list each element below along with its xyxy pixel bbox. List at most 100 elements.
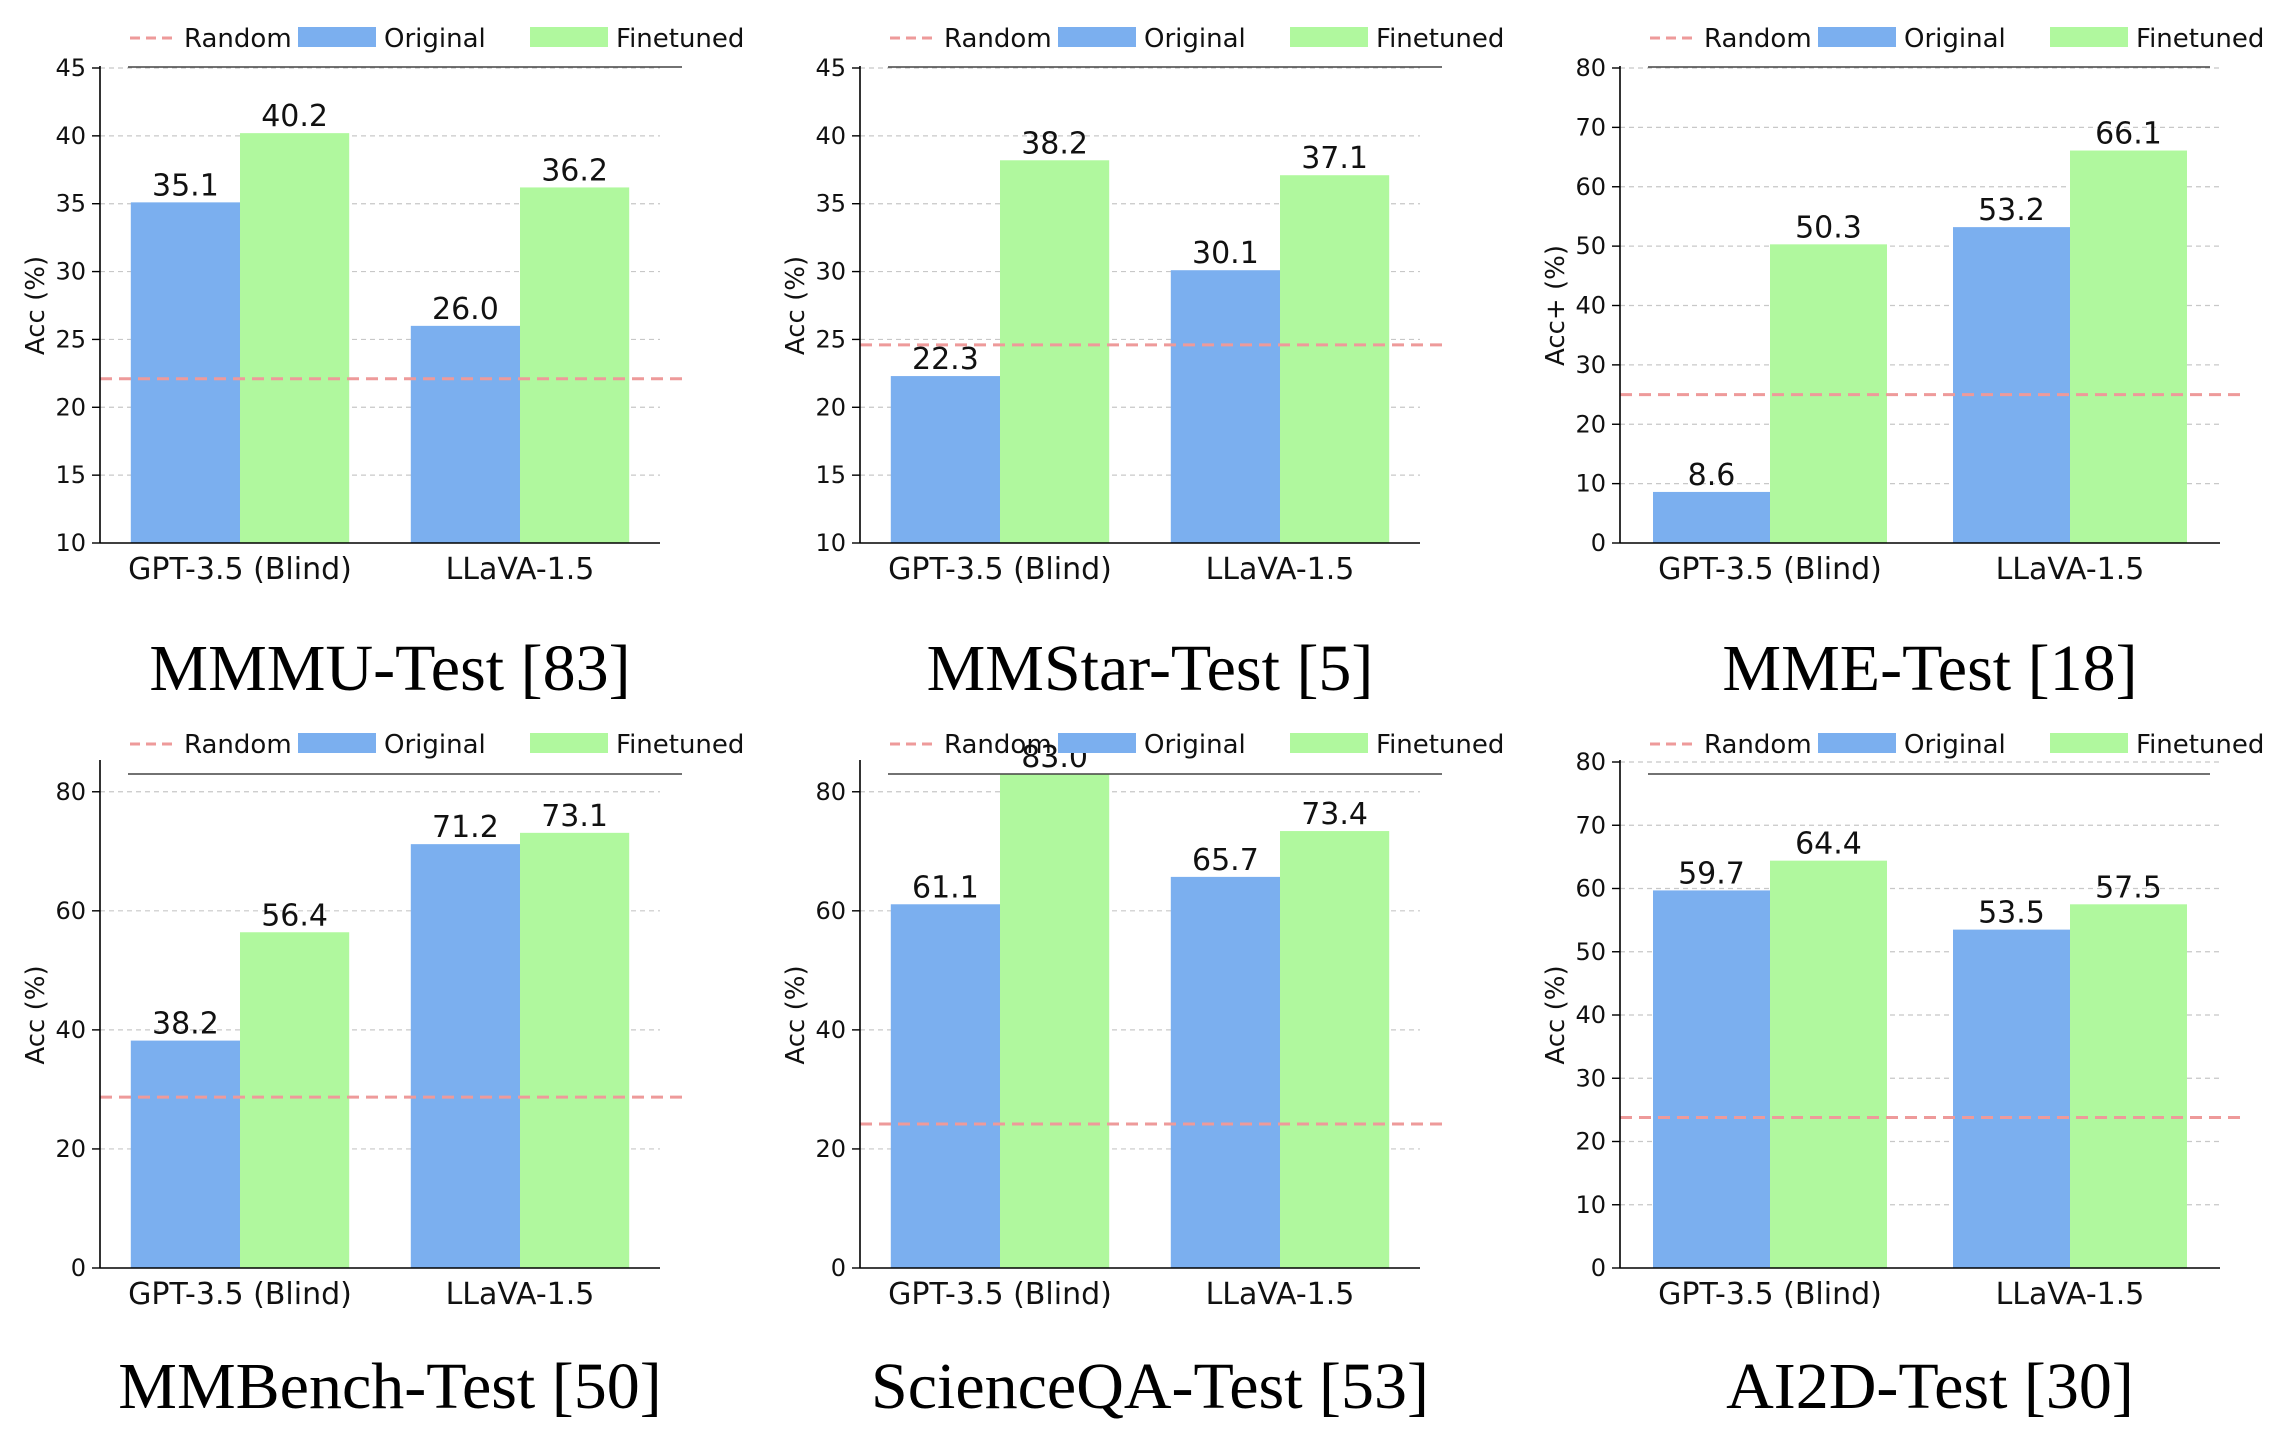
bar-finetuned bbox=[240, 932, 350, 1268]
bar-value-label: 38.2 bbox=[152, 1007, 219, 1042]
y-tick-label: 50 bbox=[1575, 232, 1606, 260]
y-tick-label: 40 bbox=[815, 122, 846, 150]
legend-original-swatch bbox=[298, 27, 376, 47]
legend-finetuned-swatch bbox=[530, 733, 608, 753]
y-tick-label: 40 bbox=[55, 122, 86, 150]
y-tick-label: 15 bbox=[55, 461, 86, 489]
y-tick-label: 25 bbox=[815, 325, 846, 353]
chart-title: MMStar-Test [5] bbox=[927, 632, 1374, 705]
bar-value-label: 73.1 bbox=[541, 799, 608, 834]
bar-value-label: 59.7 bbox=[1678, 856, 1745, 891]
y-axis-label: Acc (%) bbox=[21, 256, 51, 355]
legend-finetuned-swatch bbox=[2050, 733, 2128, 753]
bar-value-label: 56.4 bbox=[261, 898, 328, 933]
bar-value-label: 53.5 bbox=[1978, 896, 2045, 931]
y-tick-label: 60 bbox=[55, 897, 86, 925]
chart-title: ScienceQA-Test [53] bbox=[871, 1350, 1429, 1423]
chart-title: AI2D-Test [30] bbox=[1726, 1350, 2134, 1423]
bar-finetuned bbox=[1000, 773, 1110, 1268]
y-axis-label: Acc (%) bbox=[1541, 965, 1571, 1064]
legend-finetuned-label: Finetuned bbox=[2136, 24, 2264, 54]
y-tick-label: 0 bbox=[831, 1254, 846, 1282]
y-tick-label: 80 bbox=[1575, 54, 1606, 82]
chart-panel: 0 20 40 60 80 61.1 65.7 83.0 73.4 GPT-3.5 (Blind)… bbox=[760, 710, 1520, 1430]
legend-finetuned-label: Finetuned bbox=[616, 730, 744, 760]
y-tick-label: 60 bbox=[1575, 173, 1606, 201]
bar-finetuned bbox=[240, 133, 350, 543]
legend-original-label: Original bbox=[384, 24, 486, 54]
y-tick-label: 40 bbox=[1575, 292, 1606, 320]
bar-value-label: 53.2 bbox=[1978, 193, 2045, 228]
bar-value-label: 71.2 bbox=[432, 810, 499, 845]
bar-original bbox=[1653, 890, 1770, 1268]
chart-title: MMBench-Test [50] bbox=[118, 1350, 661, 1423]
y-tick-label: 20 bbox=[55, 1135, 86, 1163]
y-tick-label: 20 bbox=[1575, 410, 1606, 438]
bar-finetuned bbox=[2070, 904, 2187, 1268]
chart-title: MME-Test [18] bbox=[1722, 632, 2137, 705]
y-tick-label: 0 bbox=[1591, 529, 1606, 557]
legend-random-label: Random bbox=[184, 730, 292, 760]
y-tick-label: 15 bbox=[815, 461, 846, 489]
y-tick-label: 20 bbox=[815, 1135, 846, 1163]
y-tick-label: 60 bbox=[815, 897, 846, 925]
legend-random-label: Random bbox=[1704, 730, 1812, 760]
x-tick-label: GPT-3.5 (Blind) bbox=[888, 552, 1112, 587]
legend-finetuned-swatch bbox=[530, 27, 608, 47]
y-tick-label: 80 bbox=[1575, 748, 1606, 776]
x-tick-label: GPT-3.5 (Blind) bbox=[888, 1277, 1112, 1312]
bar-value-label: 35.1 bbox=[152, 168, 219, 203]
chart-panel: 0 10 20 30 40 50 60 70 80 8.6 53.2 50.3 66.1 GPT-3.5 … bbox=[1520, 0, 2280, 720]
legend-finetuned-swatch bbox=[1290, 27, 1368, 47]
bar-finetuned bbox=[1770, 860, 1887, 1268]
bar-finetuned bbox=[520, 832, 630, 1268]
bar-value-label: 50.3 bbox=[1795, 210, 1862, 245]
bar-value-label: 38.2 bbox=[1021, 126, 1088, 161]
y-tick-label: 20 bbox=[55, 393, 86, 421]
x-tick-label: LLaVA-1.5 bbox=[1206, 552, 1355, 587]
legend-random-label: Random bbox=[944, 24, 1052, 54]
bar-finetuned bbox=[520, 187, 630, 543]
x-tick-label: LLaVA-1.5 bbox=[446, 552, 595, 587]
bar-original bbox=[890, 904, 1000, 1268]
legend-original-label: Original bbox=[1144, 730, 1246, 760]
x-tick-label: GPT-3.5 (Blind) bbox=[1658, 552, 1882, 587]
x-tick-label: GPT-3.5 (Blind) bbox=[128, 552, 352, 587]
bar-original bbox=[410, 844, 520, 1268]
bar-value-label: 64.4 bbox=[1795, 827, 1862, 862]
legend-original-swatch bbox=[1058, 27, 1136, 47]
bar-value-label: 57.5 bbox=[2095, 870, 2162, 905]
bar-original bbox=[1170, 876, 1280, 1268]
x-tick-label: LLaVA-1.5 bbox=[446, 1277, 595, 1312]
legend-random-label: Random bbox=[944, 730, 1052, 760]
y-tick-label: 40 bbox=[815, 1016, 846, 1044]
y-tick-label: 30 bbox=[1575, 351, 1606, 379]
bar-value-label: 22.3 bbox=[912, 342, 979, 377]
bar-original bbox=[1653, 491, 1770, 543]
x-tick-label: GPT-3.5 (Blind) bbox=[1658, 1277, 1882, 1312]
y-tick-label: 10 bbox=[1575, 470, 1606, 498]
y-tick-label: 30 bbox=[815, 258, 846, 286]
y-tick-label: 0 bbox=[71, 1254, 86, 1282]
legend-random-label: Random bbox=[184, 24, 292, 54]
bar-finetuned bbox=[1000, 160, 1110, 544]
legend-finetuned-label: Finetuned bbox=[1376, 730, 1504, 760]
y-tick-label: 80 bbox=[55, 778, 86, 806]
bar-finetuned bbox=[1280, 831, 1390, 1268]
legend-original-swatch bbox=[1818, 27, 1896, 47]
bar-original bbox=[130, 202, 240, 543]
y-tick-label: 40 bbox=[1575, 1001, 1606, 1029]
legend-finetuned-label: Finetuned bbox=[2136, 730, 2264, 760]
y-tick-label: 20 bbox=[1575, 1128, 1606, 1156]
legend-random-label: Random bbox=[1704, 24, 1812, 54]
legend-original-swatch bbox=[298, 733, 376, 753]
y-tick-label: 20 bbox=[815, 393, 846, 421]
chart-panel: 10 15 20 25 30 35 40 45 22.3 30.1 38.2 37.1 GPT-3.5 … bbox=[760, 0, 1520, 720]
y-tick-label: 60 bbox=[1575, 875, 1606, 903]
bar-chart: 0 20 40 60 80 38.2 71.2 56.4 73.1 GPT-3.5 (Blind)… bbox=[21, 730, 744, 1423]
chart-panel: 10 15 20 25 30 35 40 45 35.1 26.0 40.2 36.2 GPT-3.5 … bbox=[0, 0, 760, 720]
y-tick-label: 45 bbox=[55, 54, 86, 82]
bar-chart: 0 10 20 30 40 50 60 70 80 59.7 53.5 64.4 57.5 GPT-3.5… bbox=[1541, 730, 2264, 1423]
chart-title: MMMU-Test [83] bbox=[149, 632, 630, 705]
